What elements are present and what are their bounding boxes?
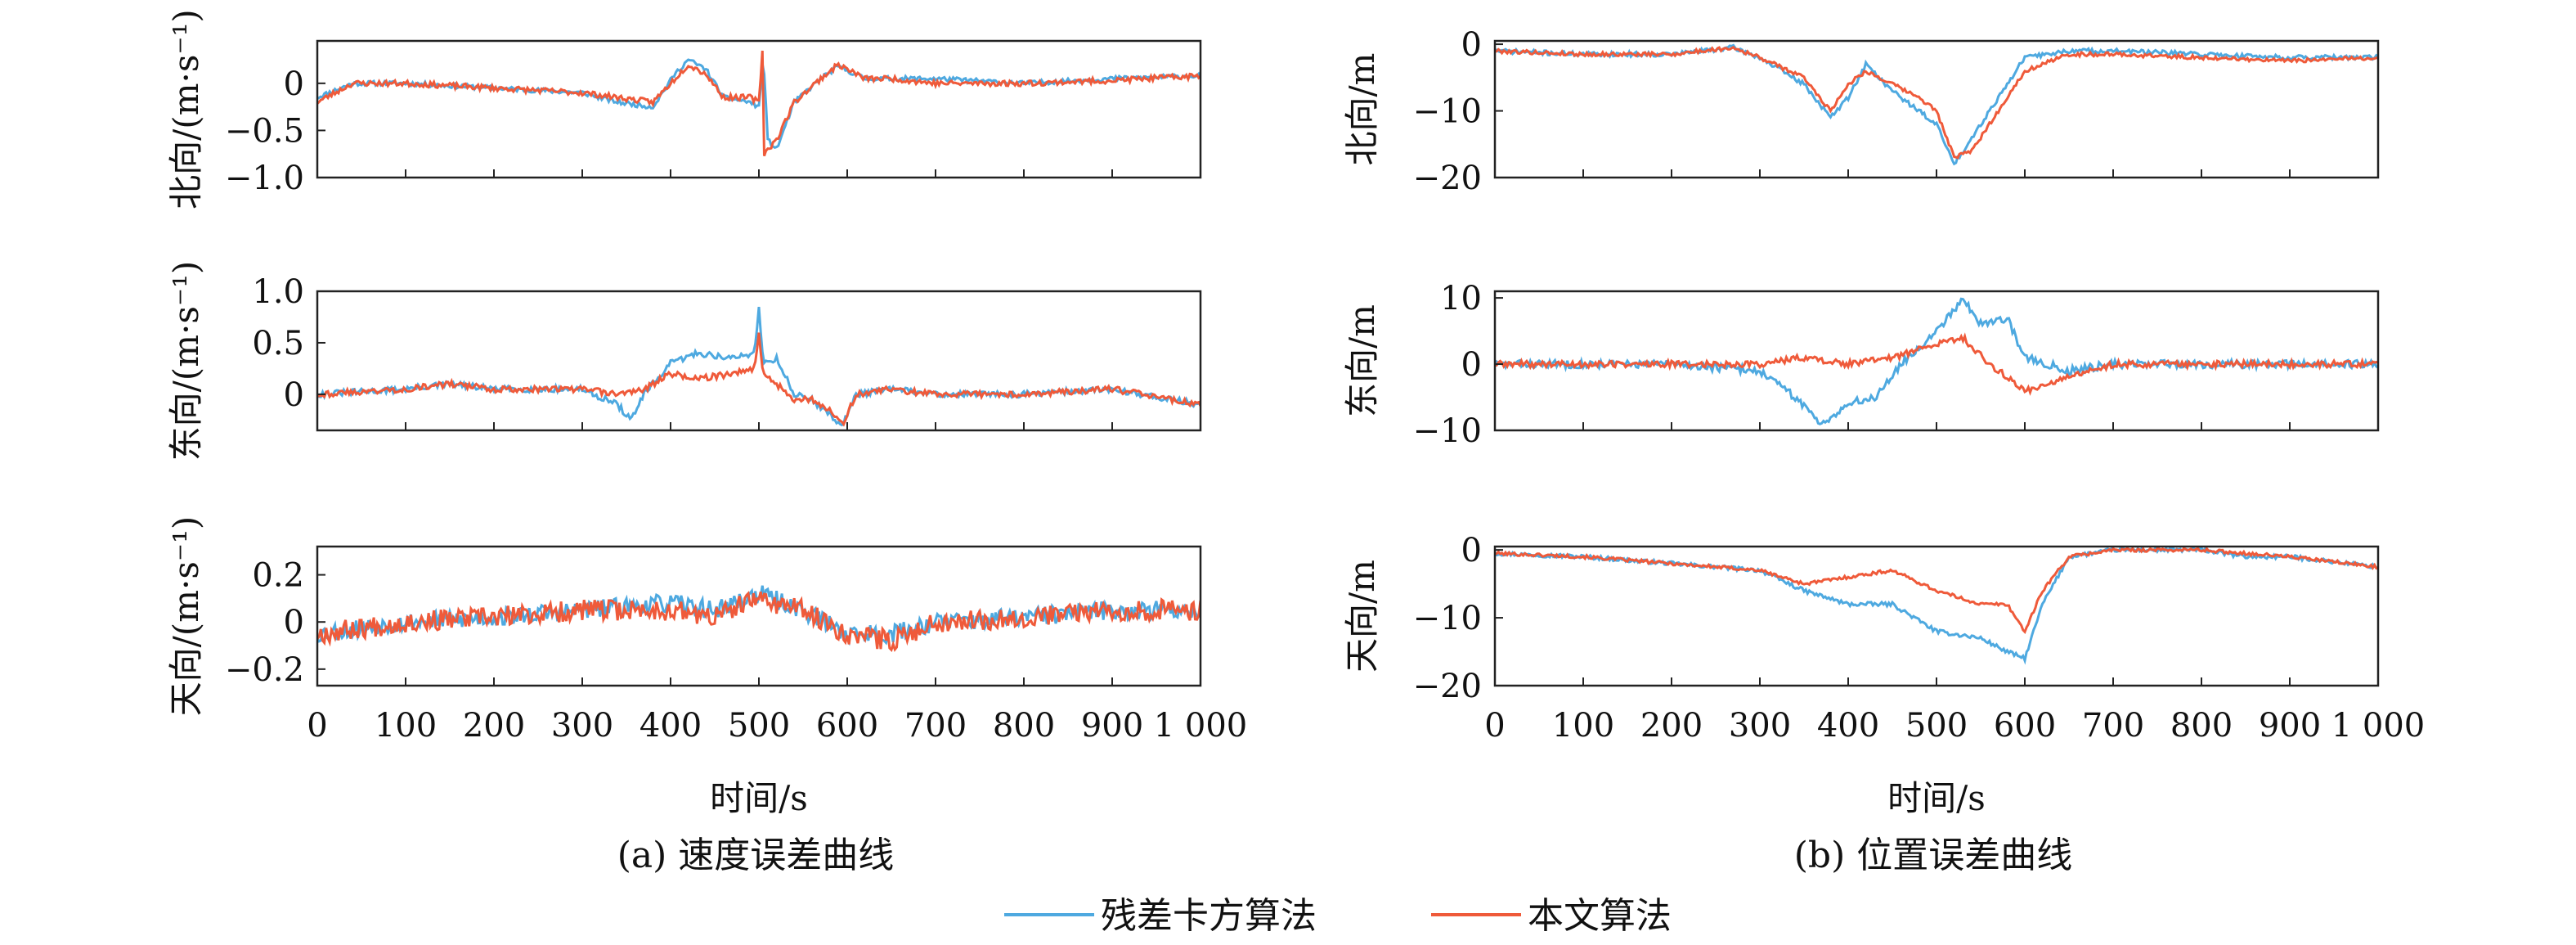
series-line-proposed: [317, 332, 1200, 427]
x-tick-label: 0: [1484, 707, 1505, 745]
x-tick-label: 100: [1552, 707, 1614, 745]
legend-label-residual-chi-square: 残差卡方算法: [1101, 895, 1317, 937]
x-tick-label: 900: [1081, 707, 1143, 745]
legend-label-proposed: 本文算法: [1528, 895, 1672, 937]
y-tick-label: −10: [1413, 93, 1482, 131]
y-tick-label: 1.0: [252, 273, 304, 311]
series-line-residual-chi-square: [1495, 297, 2378, 425]
chart-b-0: 0 −10 −20 北向/m: [1342, 26, 2380, 197]
y-axis-label: 东向/(m·s⁻¹): [166, 261, 206, 461]
chart-a-1: 1.0 0.5 0 东向/(m·s⁻¹): [166, 261, 1202, 461]
y-tick-label: −0.5: [225, 112, 304, 150]
panel-a-caption: (a) 速度误差曲线: [617, 835, 895, 876]
plot-frame: [316, 39, 1202, 179]
chart-a-0: 0 −0.5 −1.0 北向/(m·s⁻¹): [166, 9, 1202, 209]
y-tick-label: −10: [1413, 412, 1482, 450]
x-tick-label: 1 000: [2331, 707, 2426, 745]
y-tick-label: 0: [284, 376, 304, 414]
y-axis-label: 北向/(m·s⁻¹): [166, 9, 206, 209]
x-tick-label: 900: [2259, 707, 2321, 745]
x-tick-label: 700: [904, 707, 967, 745]
x-tick-label: 1 000: [1154, 707, 1248, 745]
x-tick-label: 800: [993, 707, 1055, 745]
chart-a-2: 0 100 200 300 400 500 600 700 800 900 1 0000.20−0.…: [166, 516, 1247, 818]
x-tick-label: 400: [1817, 707, 1879, 745]
y-tick-label: −20: [1413, 160, 1482, 197]
y-tick-label: 0: [1461, 346, 1482, 384]
x-tick-label: 500: [1905, 707, 1968, 745]
x-tick-label: 200: [463, 707, 525, 745]
y-tick-label: 0: [1461, 26, 1482, 64]
plot-frame: [1493, 545, 2380, 687]
x-tick-label: 300: [1729, 707, 1791, 745]
x-tick-label: 600: [816, 707, 878, 745]
series-line-residual-chi-square: [317, 58, 1200, 150]
x-tick-label: 300: [551, 707, 613, 745]
series-line-proposed: [1495, 332, 2378, 396]
series-line-residual-chi-square: [1495, 547, 2378, 665]
y-axis-label: 东向/m: [1342, 304, 1382, 417]
series-line-proposed: [1495, 547, 2378, 635]
y-axis-label: 北向/m: [1342, 53, 1382, 166]
series-line-residual-chi-square: [1495, 43, 2378, 166]
y-tick-label: 0.5: [252, 325, 304, 362]
x-tick-label: 800: [2170, 707, 2233, 745]
y-tick-label: 10: [1440, 280, 1482, 317]
legend: 残差卡方算法 本文算法: [1004, 895, 1672, 937]
x-tick-label: 400: [640, 707, 702, 745]
x-tick-label: 500: [728, 707, 790, 745]
x-tick-label: 700: [2082, 707, 2144, 745]
x-tick-label: 600: [1994, 707, 2056, 745]
chart-b-1: 10 0 −10 东向/m: [1342, 280, 2380, 450]
x-tick-label: 100: [375, 707, 437, 745]
x-axis-label: 时间/s: [710, 778, 808, 818]
y-tick-label: −0.2: [225, 651, 304, 689]
y-tick-label: −10: [1413, 600, 1482, 637]
y-tick-label: 0: [1461, 532, 1482, 569]
chart-b-2: 0 100 200 300 400 500 600 700 800 900 1 000 0 −10 −20…: [1342, 532, 2425, 818]
x-tick-label: 0: [307, 707, 327, 745]
panel-b-caption: (b) 位置误差曲线: [1794, 835, 2072, 876]
y-axis-label: 天向/m: [1342, 560, 1382, 673]
series-line-proposed: [1495, 45, 2378, 160]
y-tick-label: 0: [284, 65, 304, 103]
series-line-proposed: [317, 591, 1200, 652]
y-tick-label: 0: [284, 604, 304, 641]
y-axis-label: 天向/(m·s⁻¹): [166, 516, 206, 717]
x-tick-label: 200: [1640, 707, 1703, 745]
series-line-proposed: [317, 50, 1200, 157]
y-tick-label: 0.2: [252, 557, 304, 595]
y-tick-label: −20: [1413, 668, 1482, 705]
series-line-residual-chi-square: [317, 306, 1200, 427]
x-axis-label: 时间/s: [1887, 778, 1986, 818]
y-tick-label: −1.0: [225, 160, 304, 197]
